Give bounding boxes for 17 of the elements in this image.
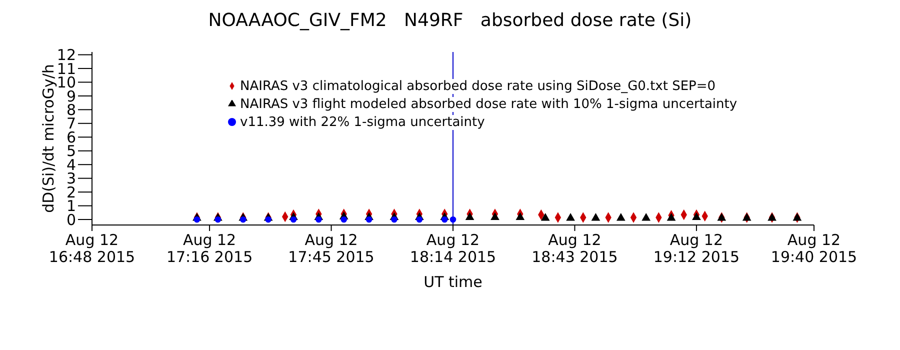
x-tick-label: Aug 12 18:43 2015 (532, 231, 618, 266)
x-axis-title: UT time (424, 273, 482, 291)
y-tick-label: 2 (66, 183, 76, 202)
legend-label: NAIRAS v3 climatological absorbed dose rate using SiDose_G0.txt SEP=0 (240, 79, 716, 94)
x-tick-label: Aug 12 17:45 2015 (288, 231, 374, 266)
x-tick-label: Aug 12 19:40 2015 (770, 231, 858, 266)
legend-label: NAIRAS v3 flight modeled absorbed dose rate with 10% 1-sigma uncertainty (240, 97, 738, 112)
x-tick-label: Aug 12 17:16 2015 (166, 231, 253, 266)
x-tick-label: Aug 12 16:48 2015 (48, 231, 136, 266)
x-tick-label: Aug 12 18:14 2015 (410, 231, 496, 266)
y-tick-label: 8 (66, 100, 76, 119)
chart-title: NOAAAOC_GIV_FM2 N49RF absorbed dose rate (Si) (207, 10, 693, 31)
y-tick-label: 0 (66, 210, 76, 229)
x-tick-label: Aug 12 19:12 2015 (653, 231, 740, 266)
y-axis-title: dD(Si)/dt microGy/h (39, 64, 58, 213)
y-tick-label: 12 (56, 46, 76, 64)
legend-label: v11.39 with 22% 1-sigma uncertainty (240, 115, 485, 130)
